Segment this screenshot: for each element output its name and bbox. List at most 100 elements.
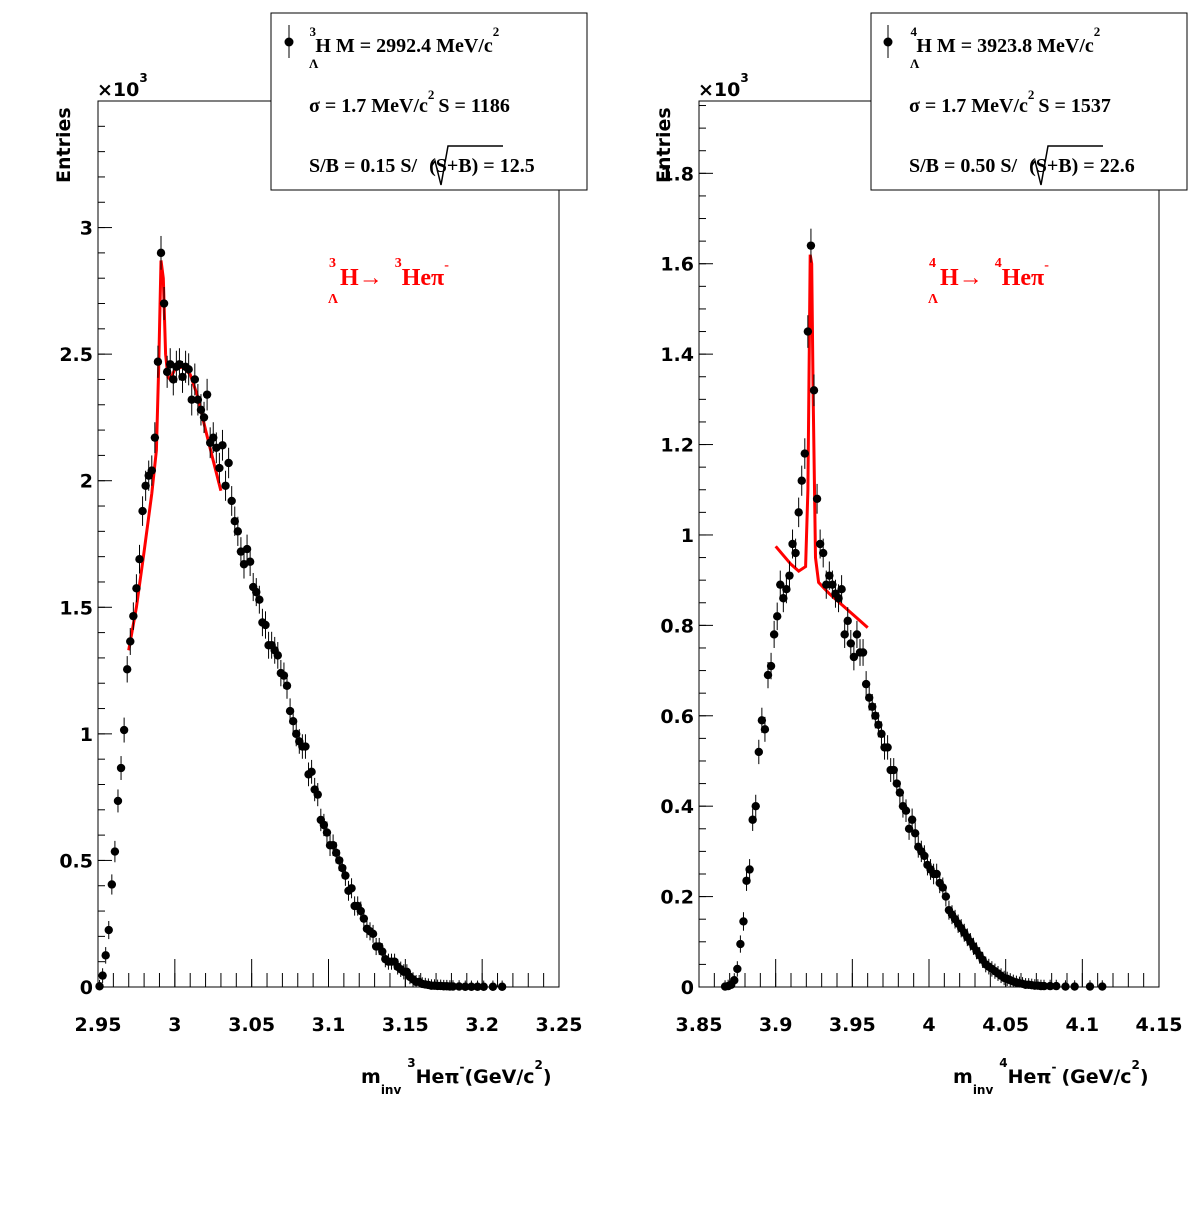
data-point <box>341 865 350 886</box>
data-point <box>322 821 332 844</box>
x-tick-label: 3.1 <box>312 1014 346 1036</box>
data-point <box>806 228 816 263</box>
data-point <box>488 980 498 991</box>
data-point <box>233 516 243 546</box>
data-point <box>313 783 322 807</box>
y-tick-label: 0 <box>80 977 93 999</box>
data-point <box>748 808 757 831</box>
data-point <box>1070 980 1079 991</box>
data-point <box>184 353 193 386</box>
data-point <box>858 639 868 666</box>
data-point <box>1045 979 1055 991</box>
data-point <box>843 607 852 635</box>
data-point <box>221 470 230 501</box>
legend-mass: 4 ΛH M = 3923.8 MeV/c2 <box>910 24 1100 71</box>
x-tick-label: 4.1 <box>1065 1014 1099 1036</box>
data-point <box>107 874 117 895</box>
x-tick-label: 4 <box>922 1014 935 1036</box>
y-tick-label: 2.5 <box>59 344 93 366</box>
data-point <box>883 735 892 760</box>
data-point <box>190 363 200 396</box>
data-point <box>242 534 252 564</box>
data-point <box>736 935 745 953</box>
data-point <box>227 486 236 516</box>
data-point <box>218 429 227 461</box>
y-tick-label: 1.8 <box>660 163 694 185</box>
data-point <box>889 758 898 782</box>
x-axis: 2.95 3 3.05 3.1 3.15 3.2 3.25 <box>75 959 582 1036</box>
data-point <box>745 859 754 880</box>
data-point <box>454 980 464 991</box>
x-tick-label: 3.9 <box>759 1014 793 1036</box>
sqrt-icon <box>430 145 503 186</box>
data-point <box>803 315 813 348</box>
data-point <box>797 465 806 496</box>
x-axis-label: minv3Heπ-(GeV/c2) <box>361 1056 552 1097</box>
x-tick-label: 4.15 <box>1136 1014 1183 1036</box>
data-point <box>1098 980 1107 991</box>
data-point <box>733 961 742 977</box>
data-point <box>156 235 166 270</box>
data-point <box>473 980 482 991</box>
data-point <box>812 483 822 514</box>
y-tick-label: 0 <box>681 977 694 999</box>
data-point <box>187 383 196 416</box>
data-point <box>852 620 862 648</box>
y-tick-label: 1.4 <box>660 344 694 366</box>
data-point <box>467 980 476 991</box>
x-tick-label: 3.95 <box>829 1014 876 1036</box>
y-tick-label: 1.6 <box>660 254 694 276</box>
data-point <box>1039 979 1049 991</box>
legend-sigma: σ = 1.7 MeV/c2S = 1186 <box>309 87 510 117</box>
data-point <box>147 455 156 486</box>
y-tick-label: 1 <box>681 525 694 547</box>
legend-significance: S/B = 0.15 S/(S+B) = 12.5 <box>309 155 535 177</box>
y-tick-label: 0.8 <box>660 615 694 637</box>
reaction-label: 3 ΛH→ 3Heπ- <box>328 256 449 307</box>
data-point <box>119 717 129 743</box>
data-point <box>307 759 316 784</box>
data-point <box>245 547 255 577</box>
data-point <box>895 781 905 805</box>
y-axis: 0 0.5 1 1.5 2 2.5 3 <box>59 125 112 999</box>
data-point <box>819 538 828 568</box>
y-axis-label: Entries <box>53 107 75 183</box>
data-point <box>132 574 141 603</box>
y-tick-label: 2 <box>80 471 93 493</box>
reaction-label: 4 ΛH→ 4Heπ- <box>928 256 1049 307</box>
x-tick-label: 3 <box>168 1014 181 1036</box>
data-point <box>255 585 264 614</box>
y-axis-label: Entries <box>653 107 675 183</box>
data-point <box>359 909 369 928</box>
data-point <box>98 968 107 983</box>
right-chart-panel: 0 0.2 0.4 0.6 0.8 1 1.2 1.4 1.6 1.8 3.85 3.9 3.95 4 4… <box>653 12 1188 1097</box>
data-point <box>1061 980 1070 991</box>
y-axis: 0 0.2 0.4 0.6 0.8 1 1.2 1.4 1.6 1.8 <box>660 105 713 999</box>
data-point <box>215 452 224 484</box>
x-tick-label: 4.05 <box>982 1014 1029 1036</box>
data-point <box>347 878 356 899</box>
fit-curve <box>774 254 869 629</box>
data-point <box>129 602 138 630</box>
data-point <box>739 912 748 931</box>
data-point <box>754 739 763 765</box>
data-point <box>794 497 803 528</box>
legend-significance: S/B = 0.50 S/(S+B) = 22.6 <box>909 155 1135 177</box>
data-point <box>791 538 800 568</box>
data-point <box>162 355 172 388</box>
x-axis: 3.85 3.9 3.95 4 4.05 4.1 4.15 <box>676 959 1183 1036</box>
legend-sigma: σ = 1.7 MeV/c2S = 1537 <box>909 87 1111 117</box>
left-chart-panel: 0 0.5 1 1.5 2 2.5 3 2.95 3 3.05 3.1 3.15 3.2 3.25 En… <box>53 12 588 1097</box>
data-point <box>769 620 779 648</box>
data-point <box>861 671 871 698</box>
data-point <box>840 620 849 648</box>
data-point <box>95 979 104 991</box>
data-point <box>113 789 123 813</box>
data-point <box>273 642 282 669</box>
data-point <box>766 652 776 680</box>
plot-frame <box>97 100 560 988</box>
data-point <box>202 378 212 411</box>
x-tick-label: 3.05 <box>228 1014 275 1036</box>
data-point <box>809 374 819 407</box>
